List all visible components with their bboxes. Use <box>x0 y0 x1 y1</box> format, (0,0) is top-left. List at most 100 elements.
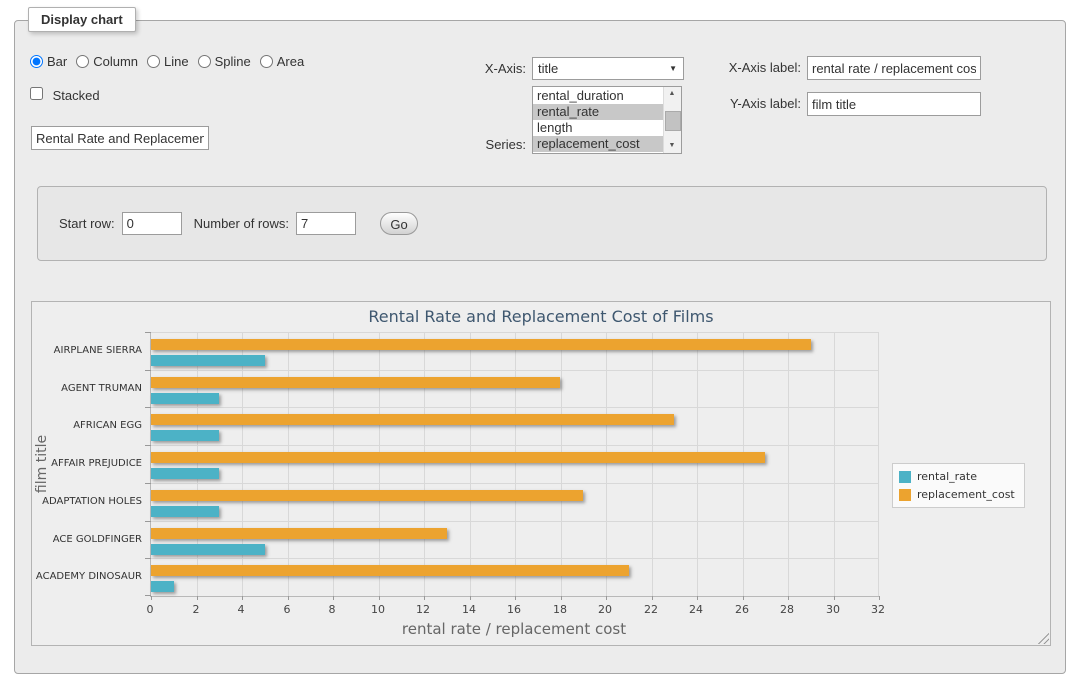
x-tick-label: 26 <box>722 603 762 616</box>
y-axis-tick <box>145 445 151 446</box>
bar-replacement_cost <box>151 452 765 463</box>
line-radio-label: Line <box>164 54 189 69</box>
x-tick-label: 6 <box>267 603 307 616</box>
y-gridline <box>151 332 879 333</box>
x-axis-tick <box>834 596 835 600</box>
x-axis-title: rental rate / replacement cost <box>150 620 878 638</box>
line-radio[interactable] <box>147 55 160 68</box>
y-gridline <box>151 445 879 446</box>
x-axis-tick <box>197 596 198 600</box>
x-tick-label: 10 <box>358 603 398 616</box>
bar-replacement_cost <box>151 490 583 501</box>
x-tick-label: 28 <box>767 603 807 616</box>
legend-label: replacement_cost <box>917 488 1015 501</box>
radio-option-spline[interactable]: Spline <box>198 54 251 69</box>
x-gridline <box>379 332 380 596</box>
bar-radio-label: Bar <box>47 54 67 69</box>
display-chart-fieldset: Display chart Bar Column Line Spline Are… <box>14 20 1066 674</box>
x-tick-label: 22 <box>631 603 671 616</box>
spline-radio[interactable] <box>198 55 211 68</box>
x-axis-tick <box>333 596 334 600</box>
plot-area <box>150 332 879 597</box>
number-of-rows-label: Number of rows: <box>194 216 289 231</box>
bar-radio[interactable] <box>30 55 43 68</box>
series-option[interactable]: rental_duration <box>533 88 664 104</box>
radio-option-bar[interactable]: Bar <box>30 54 67 69</box>
x-tick-label: 16 <box>494 603 534 616</box>
stacked-label: Stacked <box>53 88 100 103</box>
legend-item[interactable]: replacement_cost <box>899 488 1015 501</box>
x-gridline <box>561 332 562 596</box>
y-axis-tick <box>145 407 151 408</box>
y-axis-tick <box>145 370 151 371</box>
x-axis-tick <box>379 596 380 600</box>
x-tick-label: 30 <box>813 603 853 616</box>
bar-rental_rate <box>151 393 219 404</box>
x-tick-label: 20 <box>585 603 625 616</box>
x-gridline <box>834 332 835 596</box>
x-axis-tick <box>242 596 243 600</box>
series-options: rental_durationrental_ratelengthreplacem… <box>533 88 664 152</box>
x-gridline <box>242 332 243 596</box>
y-axis-label-label: Y-Axis label: <box>655 93 801 115</box>
x-axis-tick <box>151 596 152 600</box>
chart-title-input[interactable] <box>31 126 209 150</box>
series-option[interactable]: replacement_cost <box>533 136 664 152</box>
legend-label: rental_rate <box>917 470 977 483</box>
category-label: ACADEMY DINOSAUR <box>32 558 142 596</box>
fieldset-legend: Display chart <box>28 7 136 32</box>
y-axis-labels: AIRPLANE SIERRAAGENT TRUMANAFRICAN EGGAF… <box>32 332 142 596</box>
resize-grip-icon[interactable] <box>1037 632 1049 644</box>
x-tick-label: 14 <box>449 603 489 616</box>
area-radio[interactable] <box>260 55 273 68</box>
x-gridline <box>878 332 879 596</box>
go-button[interactable]: Go <box>380 212 418 235</box>
x-gridline <box>424 332 425 596</box>
bar-replacement_cost <box>151 565 629 576</box>
radio-option-area[interactable]: Area <box>260 54 304 69</box>
chart-title: Rental Rate and Replacement Cost of Film… <box>32 307 1050 326</box>
y-axis-tick <box>145 332 151 333</box>
x-axis-tick <box>515 596 516 600</box>
y-gridline <box>151 483 879 484</box>
x-axis-label-label: X-Axis label: <box>655 57 801 79</box>
x-gridline <box>606 332 607 596</box>
x-gridline <box>470 332 471 596</box>
x-gridline <box>515 332 516 596</box>
category-label: ADAPTATION HOLES <box>32 483 142 521</box>
x-tick-label: 2 <box>176 603 216 616</box>
start-row-input[interactable] <box>122 212 182 235</box>
x-gridline <box>288 332 289 596</box>
legend-swatch <box>899 471 911 483</box>
stacked-checkbox[interactable] <box>30 87 43 100</box>
x-axis-tick <box>606 596 607 600</box>
category-label: AIRPLANE SIERRA <box>32 332 142 370</box>
y-gridline <box>151 558 879 559</box>
scroll-down-icon[interactable]: ▼ <box>664 139 680 153</box>
x-tick-label: 12 <box>403 603 443 616</box>
spline-radio-label: Spline <box>215 54 251 69</box>
x-axis-label-input[interactable] <box>807 56 981 80</box>
series-option[interactable]: length <box>533 120 664 136</box>
x-axis-tick <box>879 596 880 600</box>
number-of-rows-input[interactable] <box>296 212 356 235</box>
series-option[interactable]: rental_rate <box>533 104 664 120</box>
series-label: Series: <box>415 137 526 153</box>
legend-item[interactable]: rental_rate <box>899 470 1015 483</box>
x-gridline <box>788 332 789 596</box>
chart-type-radios: Bar Column Line Spline Area <box>30 54 313 69</box>
stacked-option[interactable]: Stacked <box>30 87 100 103</box>
start-row-label: Start row: <box>59 216 115 231</box>
y-gridline <box>151 521 879 522</box>
bar-replacement_cost <box>151 377 560 388</box>
column-radio[interactable] <box>76 55 89 68</box>
legend-swatch <box>899 489 911 501</box>
y-axis-label-input[interactable] <box>807 92 981 116</box>
radio-option-column[interactable]: Column <box>76 54 138 69</box>
area-radio-label: Area <box>277 54 304 69</box>
radio-option-line[interactable]: Line <box>147 54 189 69</box>
category-label: AGENT TRUMAN <box>32 370 142 408</box>
x-axis-tick <box>652 596 653 600</box>
chart-container: Rental Rate and Replacement Cost of Film… <box>31 301 1051 646</box>
x-tick-label: 8 <box>312 603 352 616</box>
